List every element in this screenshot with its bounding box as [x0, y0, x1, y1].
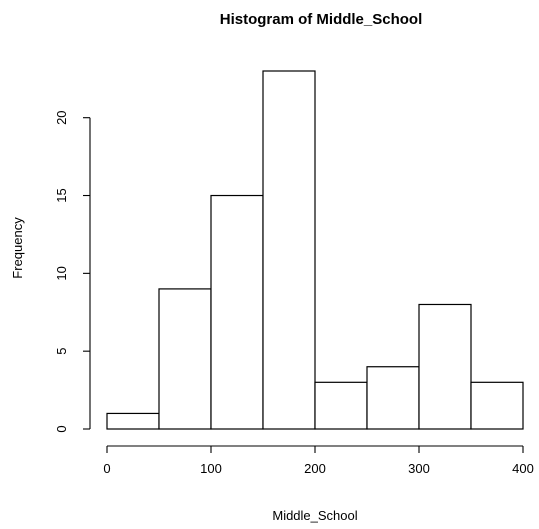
histogram-bar-4 [314, 381, 368, 430]
x-tick-label-0: 0 [103, 461, 110, 476]
histogram-bar-2 [210, 194, 264, 430]
y-tick-label-0: 0 [54, 425, 69, 432]
histogram-bar-3 [262, 70, 316, 430]
histogram-bar-5 [366, 366, 420, 430]
y-axis: 0 5 10 15 20 [54, 110, 91, 433]
y-tick-label-20: 20 [54, 110, 69, 124]
bars-group [106, 70, 524, 430]
y-tick-label-15: 15 [54, 188, 69, 202]
x-tick-label-400: 400 [512, 461, 534, 476]
y-tick-label-10: 10 [54, 266, 69, 280]
histogram-bar-0 [106, 412, 160, 430]
chart-title: Histogram of Middle_School [220, 11, 423, 28]
x-axis-label: Middle_School [272, 508, 357, 523]
histogram-bar-6 [418, 303, 472, 430]
histogram-bar-7 [470, 381, 524, 430]
x-tick-label-200: 200 [304, 461, 326, 476]
y-tick-label-5: 5 [54, 348, 69, 355]
y-axis-label: Frequency [10, 217, 25, 279]
x-tick-label-300: 300 [408, 461, 430, 476]
x-tick-label-100: 100 [200, 461, 222, 476]
histogram-bar-1 [158, 288, 212, 430]
x-axis: 0 100 200 300 400 [103, 445, 534, 476]
